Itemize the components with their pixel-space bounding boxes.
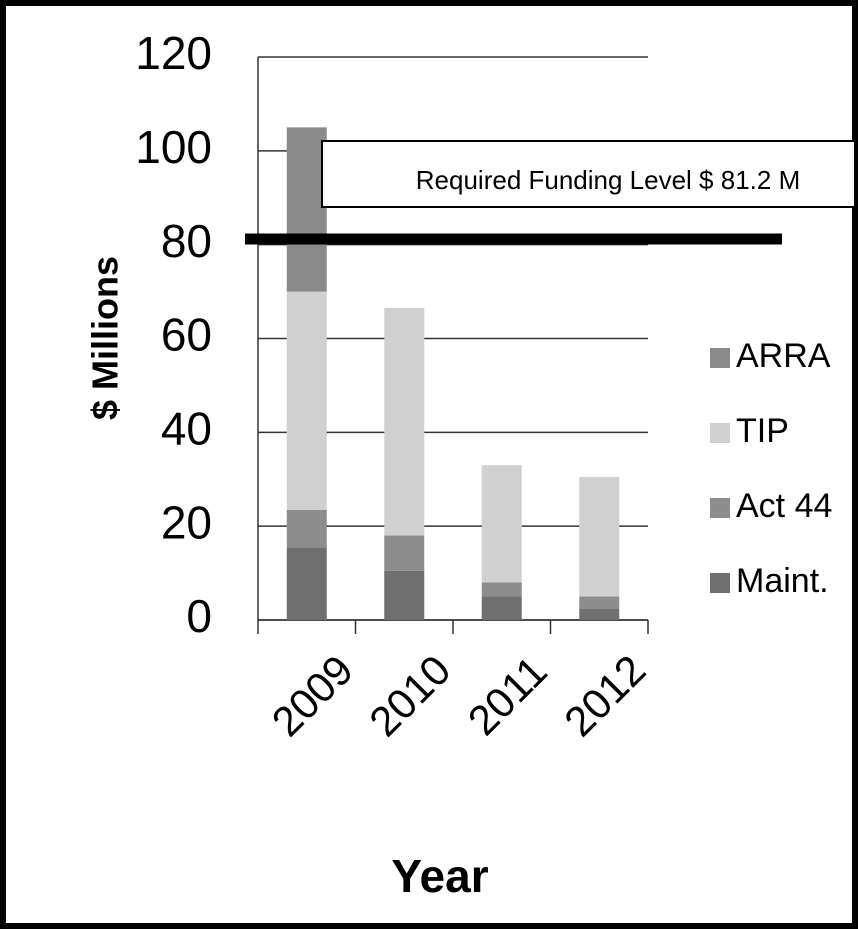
- annotation: Required Funding Level $ 81.2 M: [416, 165, 800, 195]
- bar-segment: [384, 535, 425, 571]
- y-axis-label: $ Millions: [85, 256, 126, 420]
- legend-label: TIP: [736, 412, 789, 450]
- legend-swatch: [710, 348, 730, 368]
- y-tick-label: 0: [186, 590, 212, 642]
- bar-segment: [286, 509, 327, 548]
- y-tick-label: 40: [161, 402, 212, 454]
- x-axis-label: Year: [391, 850, 488, 902]
- bar-segment: [579, 608, 620, 620]
- bar-segment: [579, 476, 620, 597]
- bar-segment: [384, 308, 425, 536]
- bar-segment: [286, 547, 327, 620]
- bar-segment: [286, 291, 327, 510]
- bar-segment: [481, 596, 522, 620]
- bar-segment: [579, 596, 620, 609]
- bar-segment: [481, 465, 522, 583]
- legend-swatch: [710, 423, 730, 443]
- y-tick-label: 100: [135, 121, 212, 173]
- legend-label: Maint.: [736, 562, 829, 600]
- legend-label: Act 44: [736, 487, 832, 525]
- legend-label: ARRA: [736, 337, 831, 375]
- y-tick-label: 80: [161, 215, 212, 267]
- bar-segment: [286, 127, 327, 292]
- y-tick-label: 120: [135, 27, 212, 79]
- bar-segment: [481, 582, 522, 597]
- annotation-box: [321, 140, 856, 208]
- legend-swatch: [710, 498, 730, 518]
- y-tick-label: 20: [161, 496, 212, 548]
- bar-segment: [384, 570, 425, 620]
- legend-swatch: [710, 573, 730, 593]
- y-tick-label: 60: [161, 309, 212, 361]
